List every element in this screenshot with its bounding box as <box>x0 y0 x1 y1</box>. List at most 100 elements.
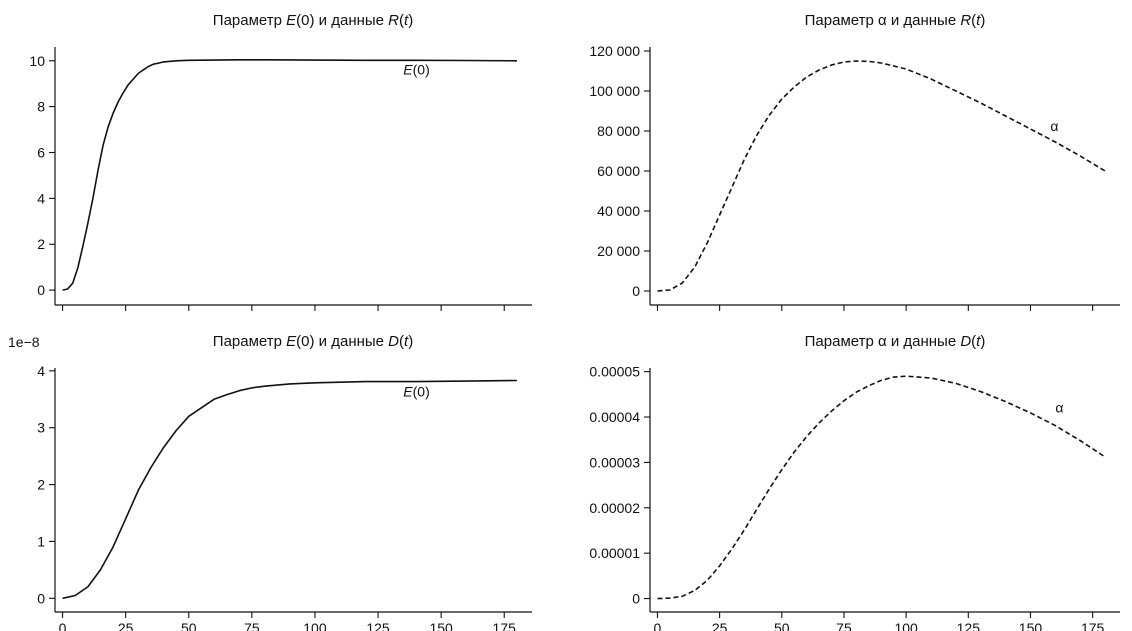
panel-title: Параметр α и данные R(t) <box>805 12 986 29</box>
title-part: (0) и данные <box>296 12 388 29</box>
panel-title: Параметр E(0) и данные D(t) <box>213 333 413 350</box>
panel-e0-d: Параметр E(0) и данные D(t) 1e−8 0 1 2 3 4 0… <box>8 333 532 631</box>
y-ticks: 0 2 4 6 8 10 <box>29 53 55 298</box>
y-ticks: 0 20 000 40 000 60 000 80 000 100 000 120 000 <box>589 43 650 299</box>
axes <box>649 47 1120 306</box>
y-tick-label: 1 <box>37 533 45 549</box>
y-tick-label: 20 000 <box>597 243 640 259</box>
y-tick-label: 6 <box>37 145 45 161</box>
series <box>62 379 517 600</box>
title-part: t <box>976 12 981 29</box>
panel-alpha-d: Параметр α и данные D(t) 0 0.00001 0.00002… <box>589 333 1120 631</box>
title-part: D <box>388 333 399 350</box>
panel-title: Параметр E(0) и данные R(t) <box>213 12 413 29</box>
x-tick-label: 25 <box>118 620 134 631</box>
series-line-0 <box>62 58 517 291</box>
title-part: ) <box>408 12 413 29</box>
y-tick-label: 10 <box>29 53 45 69</box>
x-tick-label: 100 <box>894 620 918 631</box>
title-part: Параметр <box>213 333 286 350</box>
x-tick-label: 0 <box>59 620 67 631</box>
series <box>657 375 1106 600</box>
x-tick-label: 25 <box>712 620 728 631</box>
y-tick-label: 4 <box>37 363 45 379</box>
panel-title: Параметр α и данные D(t) <box>805 333 986 350</box>
series-line-0 <box>657 375 1106 600</box>
y-tick-label: 60 000 <box>597 163 640 179</box>
title-part: ( <box>399 12 404 29</box>
axes <box>649 368 1120 613</box>
y-tick-label: 0.00002 <box>589 500 640 516</box>
y-tick-label: 0 <box>37 590 45 606</box>
curve-annotation: α <box>1050 118 1058 134</box>
title-part: ) <box>980 333 985 350</box>
curve-annotation: α <box>1055 399 1063 415</box>
y-tick-label: 0.00004 <box>589 409 640 425</box>
title-part: ( <box>971 333 976 350</box>
y-tick-label: 40 000 <box>597 203 640 219</box>
y-tick-label: 80 000 <box>597 123 640 139</box>
title-part: t <box>404 12 409 29</box>
y-tick-label: 8 <box>37 99 45 115</box>
x-ticks <box>62 305 505 311</box>
title-part: E <box>286 12 297 29</box>
annotations: E(0) <box>403 62 429 78</box>
annotations: α <box>1055 399 1063 415</box>
y-tick-label: 0 <box>37 282 45 298</box>
y-tick-label: 2 <box>37 477 45 493</box>
x-tick-label: 75 <box>244 620 260 631</box>
title-part: ) <box>980 12 985 29</box>
title-part: R <box>388 12 399 29</box>
title-part: t <box>404 333 409 350</box>
title-part: t <box>976 333 981 350</box>
panel-alpha-r: Параметр α и данные R(t) 0 20 000 40 000 60… <box>589 12 1120 311</box>
y-tick-label: 0 <box>632 283 640 299</box>
series <box>657 60 1106 292</box>
axes <box>54 47 532 306</box>
y-scale-label: 1e−8 <box>8 334 40 350</box>
y-tick-label: 3 <box>37 420 45 436</box>
x-ticks: 0 25 50 75 100 125 150 175 <box>59 612 516 631</box>
y-ticks: 0 1 2 3 4 <box>37 363 55 606</box>
curve-annotation: E(0) <box>403 383 429 399</box>
title-part: R <box>960 12 971 29</box>
series-line-0 <box>62 379 517 600</box>
y-tick-label: 0.00001 <box>589 545 640 561</box>
series-line-0 <box>657 60 1106 292</box>
title-part: Параметр α и данные <box>805 333 961 350</box>
x-ticks: 0 25 50 75 100 125 150 175 <box>654 612 1105 631</box>
title-part: ( <box>971 12 976 29</box>
y-tick-label: 0.00005 <box>589 364 640 380</box>
y-tick-label: 4 <box>37 190 45 206</box>
x-tick-label: 150 <box>429 620 453 631</box>
y-tick-label: 2 <box>37 236 45 252</box>
x-tick-label: 50 <box>181 620 197 631</box>
title-part: E <box>286 333 297 350</box>
axes <box>54 368 532 613</box>
x-ticks <box>656 305 1094 311</box>
x-tick-label: 175 <box>1081 620 1105 631</box>
title-part: Параметр <box>213 12 286 29</box>
title-part: D <box>960 333 971 350</box>
title-part: (0) и данные <box>296 333 388 350</box>
x-tick-label: 125 <box>957 620 981 631</box>
y-ticks: 0 0.00001 0.00002 0.00003 0.00004 0.00005 <box>589 364 650 607</box>
title-part: ) <box>408 333 413 350</box>
annotations: E(0) <box>403 383 429 399</box>
series <box>62 58 517 291</box>
title-part: ( <box>399 333 404 350</box>
y-tick-label: 120 000 <box>589 43 640 59</box>
x-tick-label: 100 <box>303 620 327 631</box>
y-tick-label: 0.00003 <box>589 454 640 470</box>
x-tick-label: 125 <box>366 620 390 631</box>
curve-annotation: E(0) <box>403 62 429 78</box>
y-tick-label: 100 000 <box>589 83 640 99</box>
x-tick-label: 150 <box>1019 620 1043 631</box>
x-tick-label: 75 <box>836 620 852 631</box>
annotations: α <box>1050 118 1058 134</box>
title-part: Параметр α и данные <box>805 12 961 29</box>
x-tick-label: 50 <box>774 620 790 631</box>
panel-e0-r: Параметр E(0) и данные R(t) 0 2 4 6 8 10 E(0) <box>29 12 532 311</box>
y-tick-label: 0 <box>632 591 640 607</box>
